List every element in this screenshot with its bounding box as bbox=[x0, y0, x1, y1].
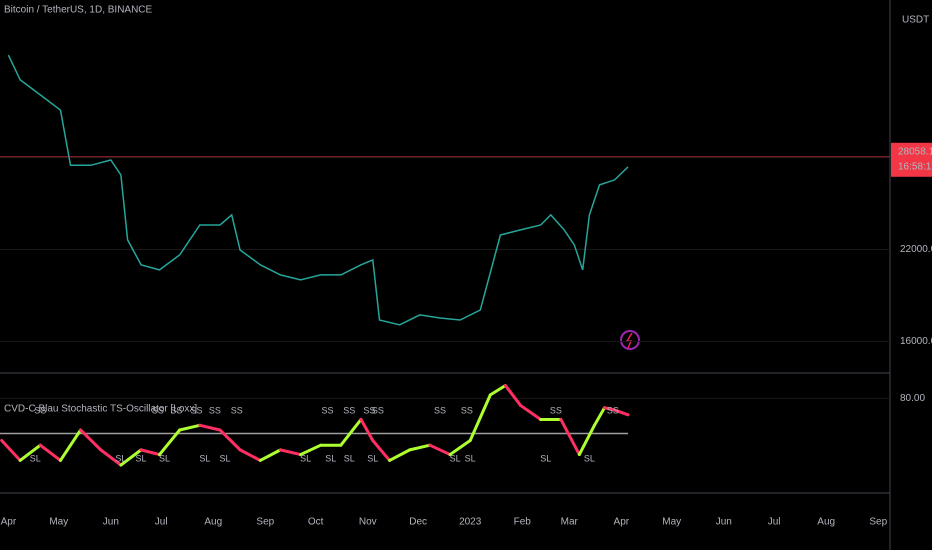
signal-label: SL bbox=[220, 453, 231, 463]
oscillator-segment bbox=[408, 443, 432, 452]
oscillator-segment bbox=[488, 384, 507, 397]
oscillator-segment bbox=[58, 428, 83, 462]
signal-label: SS bbox=[363, 405, 375, 415]
signal-label: SL bbox=[540, 453, 551, 463]
oscillator-segment bbox=[559, 417, 581, 457]
x-tick-label: Apr bbox=[614, 517, 630, 528]
x-tick-label: Dec bbox=[409, 517, 427, 528]
oscillator-segment bbox=[468, 393, 492, 443]
x-tick-label: 2023 bbox=[459, 517, 482, 528]
oscillator-segment bbox=[519, 403, 543, 421]
last-price-label: 28058.10 bbox=[898, 146, 932, 157]
oscillator-segment bbox=[339, 417, 363, 447]
x-tick-label: May bbox=[662, 517, 681, 528]
x-tick-label: Apr bbox=[1, 517, 17, 528]
signal-label: SL bbox=[325, 453, 336, 463]
oscillator-segment bbox=[258, 448, 282, 462]
oscillator-segment bbox=[278, 448, 303, 457]
y-tick-label: 16000.00 bbox=[900, 336, 932, 347]
x-tick-label: Jun bbox=[103, 517, 119, 528]
oscillator-segment bbox=[371, 439, 392, 462]
currency: USDT bbox=[902, 15, 929, 26]
signal-label: SL bbox=[115, 453, 126, 463]
oscillator-segment bbox=[139, 448, 162, 457]
oscillator-segment bbox=[448, 439, 472, 457]
oscillator-segment bbox=[592, 406, 607, 427]
oscillator-segment bbox=[359, 417, 375, 443]
symbol-title: Bitcoin / TetherUS, 1D, BINANCE bbox=[4, 5, 153, 16]
oscillator-segment bbox=[218, 428, 242, 452]
oscillator-segment bbox=[0, 439, 22, 462]
oscillator-segment bbox=[299, 443, 323, 457]
signal-label: SS bbox=[434, 405, 446, 415]
oscillator-segment bbox=[158, 428, 182, 457]
signal-label: SS bbox=[461, 405, 473, 415]
x-tick-label: Jun bbox=[716, 517, 732, 528]
x-tick-label: Sep bbox=[256, 517, 274, 528]
oscillator-segment bbox=[577, 423, 596, 457]
signal-label: SS bbox=[343, 405, 355, 415]
oscillator-segment bbox=[503, 384, 523, 407]
signal-label: SS bbox=[372, 405, 384, 415]
last-price-box bbox=[891, 142, 932, 177]
signal-label: SS bbox=[190, 405, 202, 415]
signal-label: SS bbox=[152, 405, 164, 415]
x-tick-label: Aug bbox=[817, 517, 835, 528]
signal-label: SL bbox=[136, 453, 147, 463]
signal-label: SL bbox=[300, 453, 311, 463]
oscillator-segment bbox=[388, 448, 412, 462]
x-tick-label: May bbox=[49, 517, 68, 528]
oscillator-segment bbox=[613, 408, 630, 417]
indicator-title: CVD-C Blau Stochastic TS-Oscillator [Lox… bbox=[4, 404, 197, 415]
event-icon[interactable] bbox=[620, 330, 640, 350]
signal-label: SL bbox=[450, 453, 461, 463]
oscillator-segment bbox=[99, 448, 123, 467]
x-tick-label: Jul bbox=[155, 517, 168, 528]
oscillator-segment bbox=[79, 428, 103, 452]
oscillator-segment bbox=[18, 443, 42, 462]
signal-label: SS bbox=[321, 405, 333, 415]
countdown: 16:58:12 bbox=[898, 161, 932, 172]
oscillator-segment bbox=[119, 448, 143, 467]
signal-label: SL bbox=[199, 453, 210, 463]
x-tick-label: Nov bbox=[359, 517, 377, 528]
x-tick-label: Feb bbox=[514, 517, 532, 528]
y-tick-label: 22000.00 bbox=[900, 244, 932, 255]
x-tick-label: Oct bbox=[308, 517, 324, 528]
signal-label: SL bbox=[344, 453, 355, 463]
signal-label: SS bbox=[231, 405, 243, 415]
oscillator-segment bbox=[428, 443, 452, 457]
oscillator-segment bbox=[38, 443, 62, 462]
signal-label: SS bbox=[170, 405, 182, 415]
oscillator-segment bbox=[603, 406, 617, 412]
signal-label: SS bbox=[209, 405, 221, 415]
oscillator-segment bbox=[178, 423, 202, 432]
oscillator-segment bbox=[198, 423, 222, 432]
x-tick-label: Sep bbox=[869, 517, 887, 528]
signal-label: SL bbox=[367, 453, 378, 463]
x-tick-label: Jul bbox=[768, 517, 781, 528]
signal-label: SS bbox=[550, 405, 562, 415]
signal-label: SS bbox=[607, 405, 619, 415]
signal-label: SL bbox=[159, 453, 170, 463]
oscillator-segment bbox=[238, 448, 262, 462]
x-tick-label: Mar bbox=[561, 517, 579, 528]
x-tick-label: Aug bbox=[204, 517, 222, 528]
price-line bbox=[7, 54, 629, 326]
signal-label: SS bbox=[34, 405, 46, 415]
signal-label: SL bbox=[465, 453, 476, 463]
y-tick-label: 80.00 bbox=[900, 393, 925, 404]
signal-label: SL bbox=[30, 453, 41, 463]
signal-label: SL bbox=[584, 453, 595, 463]
